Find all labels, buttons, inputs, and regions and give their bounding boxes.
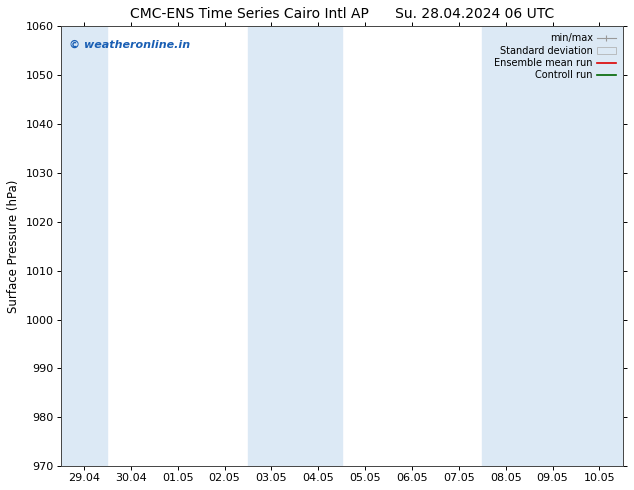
Bar bbox=[482, 26, 529, 466]
Bar bbox=[576, 26, 623, 466]
Bar bbox=[248, 26, 295, 466]
Title: CMC-ENS Time Series Cairo Intl AP      Su. 28.04.2024 06 UTC: CMC-ENS Time Series Cairo Intl AP Su. 28… bbox=[129, 7, 554, 21]
Bar bbox=[61, 26, 107, 466]
Legend: min/max, Standard deviation, Ensemble mean run, Controll run: min/max, Standard deviation, Ensemble me… bbox=[493, 31, 618, 82]
Bar bbox=[529, 26, 576, 466]
Text: © weatheronline.in: © weatheronline.in bbox=[69, 40, 190, 49]
Bar bbox=[295, 26, 342, 466]
Y-axis label: Surface Pressure (hPa): Surface Pressure (hPa) bbox=[7, 179, 20, 313]
